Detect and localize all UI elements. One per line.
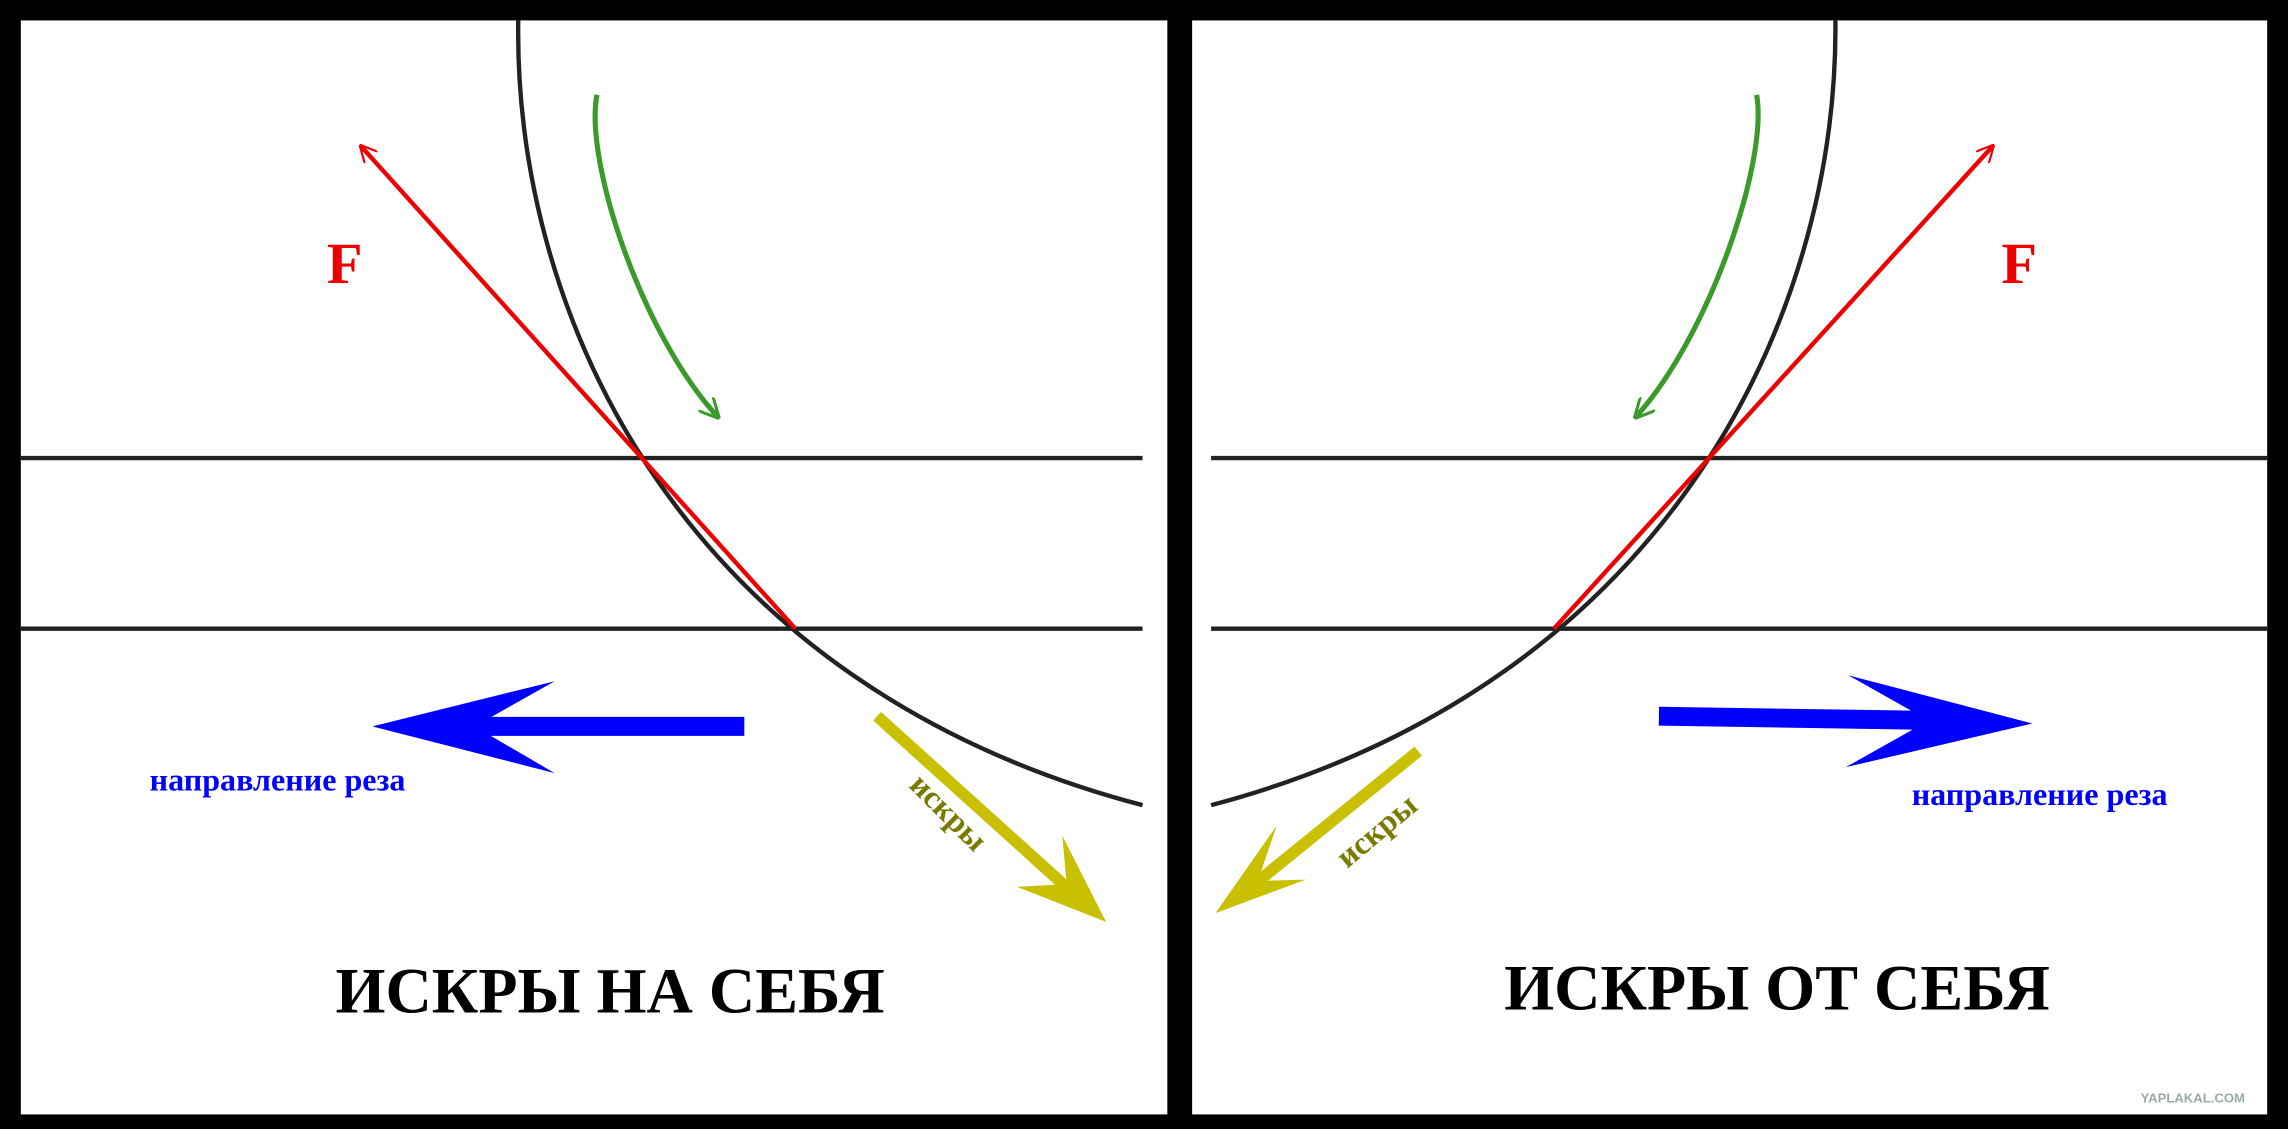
sparks-arrow: [1243, 746, 1422, 895]
rotation-arrow: [592, 94, 718, 417]
watermark: YAPLAKAL.COM: [2141, 1091, 2245, 1106]
direction-label: направление реза: [150, 762, 406, 798]
force-arrow: [361, 146, 798, 631]
panel-bg: [20, 20, 1168, 1115]
panel-left: F направление реза искры ИСКРЫ НА СЕБЯ: [20, 20, 1168, 1115]
force-label: F: [2001, 231, 2037, 296]
direction-arrow: [1658, 706, 1941, 731]
disc-arc: [516, 20, 1144, 808]
direction-label: направление реза: [1912, 776, 2168, 812]
sparks-arrow-head: [1017, 835, 1107, 922]
force-arrow: [1552, 146, 1993, 631]
panel-bg: [1192, 20, 2268, 1115]
sparks-arrow: [873, 711, 1077, 898]
direction-arrow-head: [1845, 675, 2033, 768]
disc-arc: [1210, 20, 1838, 808]
rotation-arrow: [1636, 94, 1761, 417]
force-label: F: [327, 231, 363, 296]
panel-right: F направление реза искры ИСКРЫ ОТ СЕБЯ Y…: [1192, 20, 2268, 1115]
sparks-arrow-head: [1215, 825, 1306, 914]
direction-arrow-head: [372, 681, 555, 774]
panel-title: ИСКРЫ НА СЕБЯ: [336, 955, 885, 1026]
panel-title: ИСКРЫ ОТ СЕБЯ: [1504, 952, 2050, 1023]
